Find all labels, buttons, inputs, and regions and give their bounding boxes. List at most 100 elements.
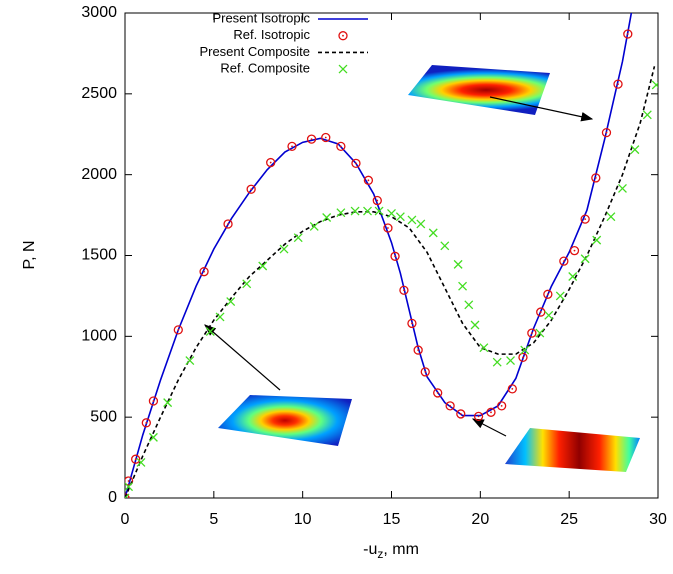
y-axis-label: P, N <box>21 240 38 269</box>
point-dot <box>291 145 293 148</box>
point-ring <box>543 289 553 299</box>
x-tick-label: 0 <box>121 511 130 528</box>
y-tick-label: 500 <box>90 408 117 425</box>
point-ring <box>497 401 507 411</box>
point-dot <box>424 371 427 373</box>
arrow <box>204 324 281 391</box>
point-marker <box>518 352 528 363</box>
point-marker <box>266 157 276 168</box>
point-dot <box>459 413 462 415</box>
point-marker <box>321 132 331 143</box>
point-dot <box>269 161 272 164</box>
point-marker <box>387 209 396 218</box>
point-marker <box>226 297 236 307</box>
point-dot <box>511 387 514 390</box>
point-ring <box>456 409 466 419</box>
point-dot <box>500 404 503 407</box>
point-marker <box>536 307 546 317</box>
point-marker <box>440 241 450 251</box>
y-tick-label: 1500 <box>81 247 117 264</box>
point-dot <box>522 356 524 359</box>
point-ring <box>372 195 382 206</box>
point-marker <box>223 219 233 229</box>
point-ring <box>141 418 151 428</box>
point-marker <box>456 409 466 419</box>
point-marker <box>479 343 489 353</box>
point-ring <box>199 267 209 277</box>
point-dot <box>530 332 533 334</box>
arrow <box>489 96 594 122</box>
series-line <box>125 13 633 498</box>
point-dot <box>342 34 344 37</box>
x-tick-label: 15 <box>383 511 401 528</box>
point-dot <box>127 480 130 482</box>
point-ring <box>173 325 183 335</box>
point-dot <box>310 138 313 141</box>
point-marker <box>651 80 658 90</box>
legend-label: Ref. Isotropic <box>233 27 310 42</box>
point-marker <box>338 64 348 74</box>
point-ring <box>507 384 517 394</box>
point-marker <box>338 31 348 41</box>
point-marker <box>395 212 405 222</box>
point-ring <box>420 367 430 377</box>
x-tick-label: 25 <box>560 511 578 528</box>
x-axis-label-main: -u <box>363 541 377 558</box>
point-dot <box>584 218 587 221</box>
y-tick-label: 3000 <box>81 4 117 21</box>
x-tick-label: 20 <box>471 511 489 528</box>
point-dot <box>626 33 629 35</box>
arrow <box>471 418 507 437</box>
point-marker <box>416 219 426 229</box>
point-marker <box>125 482 134 492</box>
point-marker <box>306 134 317 144</box>
point-marker <box>453 259 463 269</box>
point-marker <box>363 175 374 185</box>
point-dot <box>449 404 452 407</box>
point-marker <box>420 367 430 377</box>
point-marker <box>527 328 537 338</box>
point-marker <box>293 233 303 243</box>
y-tick-label: 2000 <box>81 166 117 183</box>
point-marker <box>205 327 215 336</box>
point-dot <box>477 415 480 418</box>
point-marker <box>492 357 502 367</box>
x-axis-label-sub: z <box>377 547 383 561</box>
point-marker <box>559 256 569 266</box>
point-ring <box>383 223 393 233</box>
point-marker <box>350 206 360 216</box>
point-ring <box>580 214 590 224</box>
x-axis-label: -uz, mm <box>363 541 419 561</box>
point-marker <box>613 79 623 89</box>
point-marker <box>642 110 652 120</box>
plot-area <box>125 13 658 498</box>
point-marker <box>242 279 252 289</box>
point-marker <box>473 411 484 422</box>
point-marker <box>336 208 346 218</box>
point-ring <box>321 132 331 143</box>
point-marker <box>407 318 417 329</box>
point-dot <box>617 83 619 86</box>
point-dot <box>539 311 542 313</box>
point-marker <box>413 345 423 355</box>
point-marker <box>591 173 601 183</box>
point-marker <box>464 300 474 310</box>
point-marker <box>507 384 517 394</box>
point-marker <box>136 457 146 467</box>
point-marker <box>185 356 195 366</box>
inset-isotropic-late <box>408 65 550 115</box>
point-dot <box>394 255 396 258</box>
point-ring <box>527 328 537 338</box>
point-marker <box>470 320 480 330</box>
point-dot <box>227 223 229 225</box>
x-tick-label: 10 <box>294 511 312 528</box>
point-dot <box>376 199 379 202</box>
point-dot <box>436 392 439 394</box>
point-marker <box>309 221 319 231</box>
point-marker <box>374 206 384 216</box>
point-dot <box>605 131 608 134</box>
point-ring <box>246 184 256 194</box>
point-marker <box>383 223 393 233</box>
point-marker <box>630 145 640 155</box>
point-ring <box>399 285 409 295</box>
